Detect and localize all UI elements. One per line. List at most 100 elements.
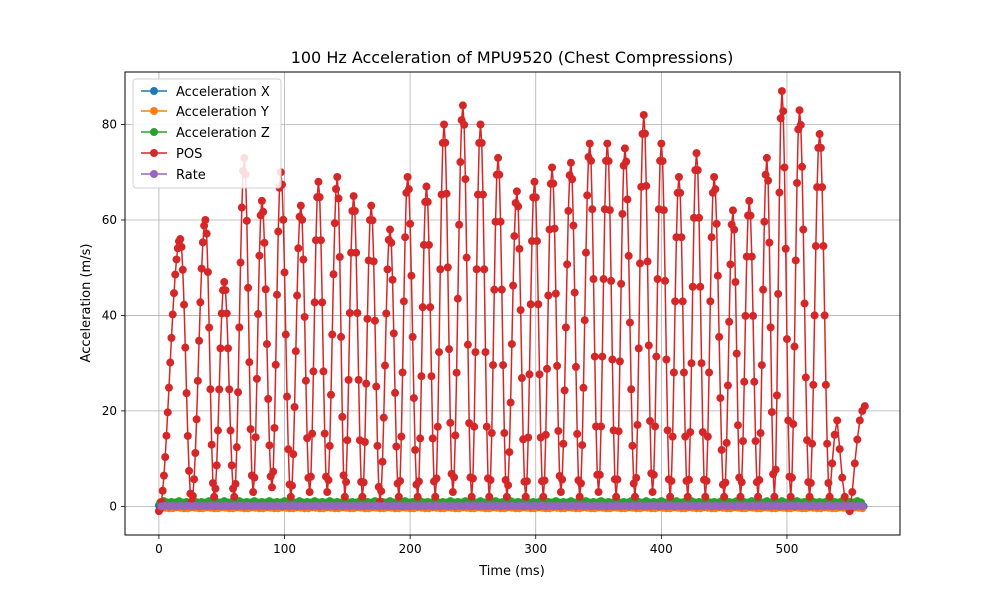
data-point [731, 278, 740, 287]
legend-label-rate: Rate [176, 168, 206, 183]
data-point [222, 309, 231, 318]
data-point [260, 238, 269, 247]
data-point [795, 106, 804, 115]
data-point [560, 386, 569, 395]
data-point [472, 265, 481, 274]
data-point [614, 427, 623, 436]
data-point [389, 329, 398, 338]
data-point [359, 478, 368, 487]
data-point [349, 192, 358, 201]
data-point [252, 374, 261, 383]
data-point [409, 394, 418, 403]
data-point [467, 492, 476, 501]
data-point [772, 391, 781, 400]
data-point [198, 238, 207, 247]
data-point [649, 470, 658, 479]
data-point [651, 422, 660, 431]
data-point [522, 477, 531, 486]
data-point [418, 303, 427, 312]
data-point [470, 422, 479, 431]
data-point [613, 475, 622, 484]
data-point [733, 421, 742, 430]
data-point [168, 310, 177, 319]
data-point [403, 173, 412, 182]
data-point [206, 385, 215, 394]
data-point [453, 294, 462, 303]
data-point [505, 448, 514, 457]
data-point [782, 335, 791, 344]
data-point [436, 265, 445, 274]
data-point [443, 263, 452, 272]
data-point [644, 341, 653, 350]
data-point [725, 317, 734, 326]
data-point [350, 206, 359, 215]
data-point [190, 475, 199, 484]
data-point [810, 311, 819, 320]
legend-box [132, 78, 282, 189]
data-point [408, 332, 417, 341]
data-point [561, 323, 570, 332]
data-point [197, 264, 206, 273]
legend-marker-acceleration-x [150, 87, 158, 95]
data-point [230, 492, 239, 501]
data-point [764, 176, 773, 185]
data-point [327, 390, 335, 399]
data-point [406, 219, 415, 228]
data-point [608, 355, 617, 364]
data-point [825, 492, 834, 501]
data-point [471, 348, 480, 357]
data-point [840, 492, 849, 501]
data-point [789, 420, 798, 429]
ticks: 0 100 200 300 400 500 0 20 40 60 80 [102, 118, 799, 556]
data-point [630, 492, 639, 501]
data-point [556, 488, 565, 497]
data-point [707, 233, 716, 242]
data-point [225, 385, 234, 394]
data-point [848, 488, 857, 497]
data-point [705, 368, 714, 377]
data-point [489, 361, 498, 370]
series-pos [154, 87, 869, 516]
data-point [212, 461, 221, 470]
data-point [272, 290, 281, 299]
data-point [633, 420, 642, 429]
data-point [805, 492, 814, 501]
data-point [514, 202, 523, 211]
data-point [226, 426, 235, 435]
data-point [398, 368, 407, 377]
data-point [671, 297, 680, 306]
data-point [618, 209, 627, 218]
y-tick-label: 80 [102, 118, 117, 132]
data-point [747, 252, 756, 261]
data-point [367, 201, 376, 210]
data-point [446, 418, 455, 427]
y-axis-label: Acceleration (m/s) [79, 244, 94, 363]
data-point [604, 157, 613, 166]
data-point [323, 488, 332, 497]
data-point [534, 300, 543, 309]
data-point [422, 182, 431, 191]
data-point [502, 492, 511, 501]
data-point [632, 473, 641, 482]
data-point [261, 285, 270, 294]
data-point [728, 206, 737, 215]
data-point [646, 417, 655, 426]
data-point [860, 402, 869, 411]
data-point [207, 440, 216, 449]
data-point [806, 479, 815, 488]
data-point [781, 244, 790, 253]
data-point [710, 173, 719, 182]
data-point [558, 475, 567, 484]
data-point [487, 429, 496, 438]
data-point [334, 194, 343, 203]
data-point [540, 476, 549, 485]
data-point [427, 372, 436, 381]
data-point [255, 251, 264, 260]
data-point [440, 120, 449, 129]
data-point [386, 225, 395, 234]
data-point [648, 488, 657, 497]
data-point [482, 422, 491, 431]
data-point [658, 157, 667, 166]
data-point [597, 422, 606, 431]
